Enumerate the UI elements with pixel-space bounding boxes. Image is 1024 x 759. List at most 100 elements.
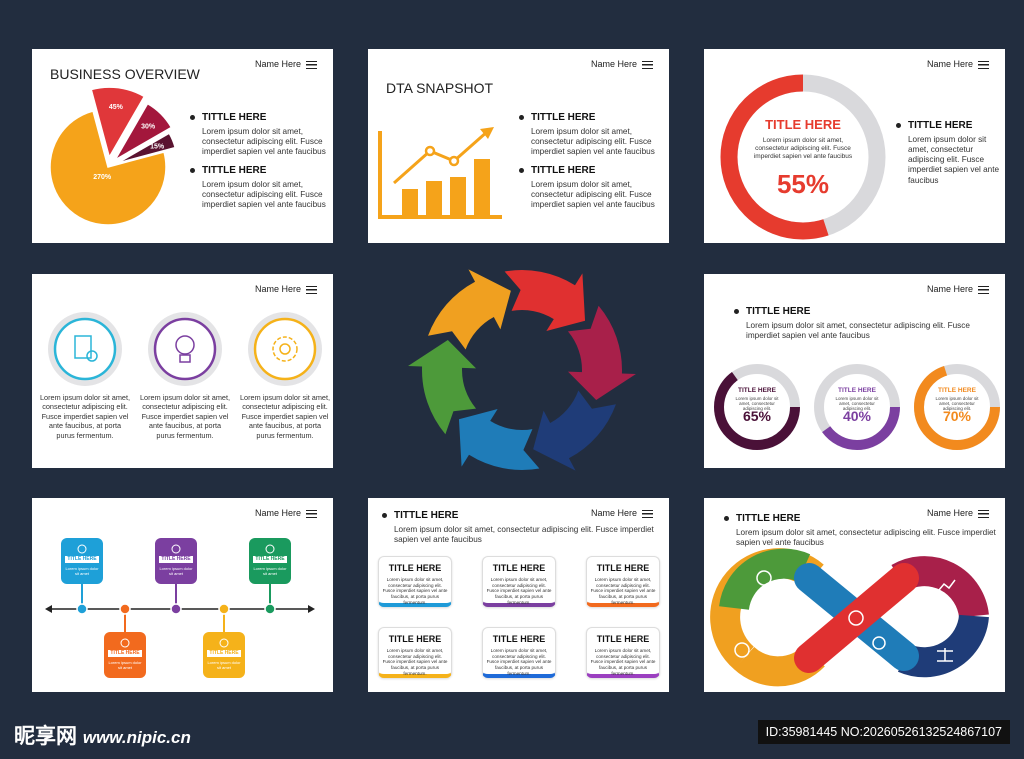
bullet: TITTLE HERE Lorem ipsum dolor sit amet, c… [519, 165, 661, 210]
bullet-text: Lorem ipsum dolor sit amet, consectetur … [202, 179, 326, 210]
watermark: 昵享网 www.nipic.cn [14, 720, 191, 750]
bullet-text: Lorem ipsum dolor sit amet, consectetur … [531, 179, 655, 210]
info-box: TITLE HERE Lorem ipsum dolor sit amet, co… [482, 627, 556, 678]
box-title: TITLE HERE [492, 634, 546, 644]
info-box: TITLE HERE Lorem ipsum dolor sit amet, co… [586, 627, 660, 678]
gauge-value: 65% [742, 408, 772, 424]
step-title: TITLE HERE [209, 650, 239, 656]
pie-slice [90, 86, 146, 160]
name-label: Name Here [927, 59, 989, 69]
gauge-text: Lorem ipsum dolor sit amet, consectetur … [835, 396, 879, 411]
step-title: TITLE HERE [67, 556, 97, 562]
cycle-arrow [408, 340, 477, 435]
pie-label: 270% [93, 174, 112, 181]
icon-text: Lorem ipsum dolor sit amet, consectetur … [139, 393, 231, 440]
gauge-value: 70% [942, 408, 972, 424]
box-title: TITLE HERE [596, 563, 650, 573]
bullet-title: TITTLE HERE [724, 513, 998, 526]
box-title: TITLE HERE [492, 563, 546, 573]
gauge-title: TITLE HERE [938, 387, 976, 394]
box-title: TITLE HERE [388, 634, 442, 644]
box-title: TITLE HERE [388, 563, 442, 573]
step-dot [76, 603, 88, 615]
icons [48, 312, 322, 386]
step-dot [218, 603, 230, 615]
pie-label: 30% [141, 124, 156, 131]
info-box: TITLE HERE Lorem ipsum dolor sit amet, co… [586, 556, 660, 607]
pie-chart: 45% 30% 15% 270% [49, 86, 177, 226]
ring-arc [720, 74, 886, 240]
card-title: BUSINESS OVERVIEW [50, 66, 200, 82]
info-box: TITLE HERE Lorem ipsum dolor sit amet, co… [482, 556, 556, 607]
step-dot [119, 603, 131, 615]
step-label-bg [65, 556, 99, 563]
box-title: TITLE HERE [596, 634, 650, 644]
bullet-text: Lorem ipsum dolor sit amet, consectetur … [736, 527, 996, 547]
info-box: TITLE HERE Lorem ipsum dolor sit amet, co… [378, 556, 452, 607]
step-label-bg [207, 650, 241, 657]
timeline-arrow [45, 605, 52, 613]
name-label: Name Here [591, 508, 653, 518]
pie-slice [49, 110, 167, 226]
ring-card: Name Here TITLE HERE Lorem ipsum dolor s… [704, 49, 1005, 243]
gauge-text: Lorem ipsum dolor sit amet, consectetur … [935, 396, 979, 411]
overview-card: 45% 30% 15% 270% Name Here BUSINESS OVERVIE… [32, 49, 333, 243]
bullet-title: TITTLE HERE [382, 510, 664, 523]
infinity-card: Name Here TITTLE HERE Lorem ipsum dolor s… [704, 498, 1005, 692]
ring-text: Lorem ipsum dolor sit amet, consectetur … [753, 137, 853, 161]
ring-value: 55% [776, 169, 830, 199]
bullet-text: Lorem ipsum dolor sit amet, consectetur … [531, 126, 655, 157]
bullet: TITTLE HERE Lorem ipsum dolor sit amet, c… [382, 510, 664, 545]
gauge-text: Lorem ipsum dolor sit amet, consectetur … [735, 396, 779, 411]
bullet: TITTLE HERE Lorem ipsum dolor sit amet, c… [190, 112, 327, 157]
gauge-value: 40% [842, 408, 872, 424]
cycle-arrows [408, 269, 636, 471]
step-label-bg [253, 556, 287, 563]
bullet-text: Lorem ipsum dolor sit amet, consectetur … [394, 524, 654, 544]
cycle-arrow [428, 269, 511, 350]
bullet-title: TITTLE HERE [190, 165, 327, 178]
box-text: Lorem ipsum dolor sit amet, consectetur … [382, 577, 448, 605]
gauges-card: Name Here TITTLE HERE Lorem ipsum dolor s… [704, 274, 1005, 468]
bullet-title: TITTLE HERE [896, 120, 1003, 133]
step-text: Lorem ipsum dolor sit amet [207, 660, 241, 670]
pie-label: 45% [109, 104, 124, 111]
ring-title: TITLE HERE [765, 117, 841, 132]
box-text: Lorem ipsum dolor sit amet, consectetur … [590, 648, 656, 676]
cycle-arrow [533, 390, 616, 471]
bullet: TITTLE HERE Lorem ipsum dolor sit amet, c… [734, 306, 996, 341]
name-label: Name Here [591, 59, 653, 69]
step-label-bg [108, 650, 142, 657]
bullet: TITTLE HERE Lorem ipsum dolor sit amet, c… [724, 513, 998, 548]
timeline-arrow [308, 605, 315, 613]
step-icon [219, 638, 229, 648]
timeline-card: Name Here TITLE HERE Lorem ipsum dolor si… [32, 498, 333, 692]
timeline [45, 538, 315, 678]
gauge-arc [914, 364, 1000, 450]
boxes-card: Name Here TITTLE HERE Lorem ipsum dolor s… [368, 498, 669, 692]
step-text: Lorem ipsum dolor sit amet [159, 566, 193, 576]
name-label: Name Here [255, 508, 317, 518]
icon-text: Lorem ipsum dolor sit amet, consectetur … [39, 393, 131, 440]
site: www.nipic.cn [82, 728, 191, 747]
box-text: Lorem ipsum dolor sit amet, consectetur … [486, 577, 552, 605]
card-title: DTA SNAPSHOT [386, 80, 494, 96]
pie-label: 15% [150, 143, 165, 150]
info-box: TITLE HERE Lorem ipsum dolor sit amet, co… [378, 627, 452, 678]
step-icon [171, 544, 181, 554]
name-label: Name Here [255, 59, 317, 69]
pie-slice [113, 102, 173, 162]
cycle-arrow [504, 270, 586, 331]
bullet-title: TITTLE HERE [734, 306, 996, 319]
step-title: TITLE HERE [255, 556, 285, 562]
cycle-arrow [567, 305, 636, 400]
step-text: Lorem ipsum dolor sit amet [108, 660, 142, 670]
name-label: Name Here [927, 508, 989, 518]
pie-slice [116, 132, 177, 164]
ring-chart [720, 74, 886, 240]
bullet-text: Lorem ipsum dolor sit amet, consectetur … [202, 126, 326, 157]
gauge-arc [714, 364, 800, 450]
bullet-title: TITTLE HERE [190, 112, 327, 125]
step-text: Lorem ipsum dolor sit amet [65, 566, 99, 576]
